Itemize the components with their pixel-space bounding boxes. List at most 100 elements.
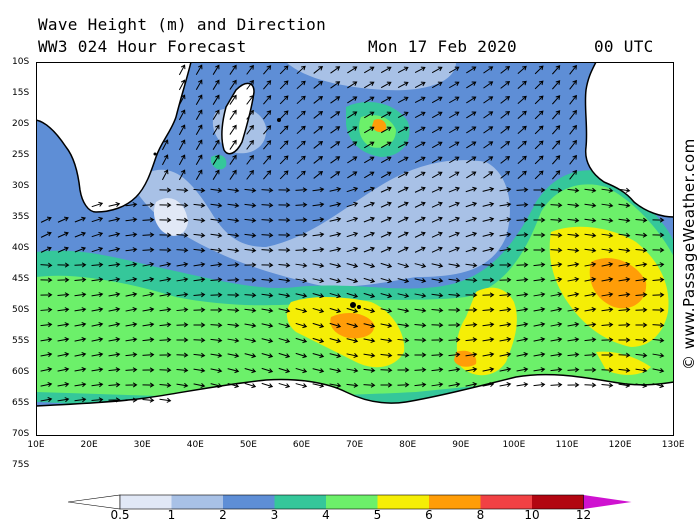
direction-arrow [263,110,272,120]
direction-arrow [516,382,529,388]
direction-arrow [448,322,461,328]
colorbar-segment [120,495,172,509]
direction-arrow [652,247,665,253]
direction-arrow [465,216,478,223]
direction-arrow [500,156,511,164]
direction-arrow [363,323,376,329]
direction-arrow [482,352,495,358]
direction-arrow [176,262,189,268]
direction-arrow [295,293,308,299]
direction-arrow [517,65,527,75]
direction-arrow [397,231,409,238]
direction-arrow [227,262,240,268]
direction-arrow [296,170,306,180]
wave-height-colorbar [68,494,632,510]
direction-arrow [482,382,495,388]
direction-arrow [57,292,70,298]
direction-arrow [330,156,341,164]
direction-arrow [364,81,375,89]
direction-arrow [178,64,186,76]
direction-arrow [618,277,631,283]
direction-arrow [210,232,223,238]
direction-arrow [159,337,172,343]
colorbar-label: 4 [322,508,330,522]
direction-arrow [57,277,70,283]
direction-arrow [601,187,614,193]
direction-arrow [533,367,546,373]
colorbar-segment [326,495,378,509]
direction-arrow [414,216,426,223]
direction-arrow [159,187,172,193]
direction-arrow [142,367,155,373]
direction-arrow [500,96,511,104]
direction-arrow [108,201,121,207]
direction-arrow [517,95,527,105]
direction-arrow [346,263,359,269]
direction-arrow [244,277,257,283]
direction-arrow [227,322,240,328]
direction-arrow [125,307,138,313]
direction-arrow [364,126,375,134]
direction-arrow [312,293,325,299]
direction-arrow [212,169,220,180]
direction-arrow [584,382,597,388]
direction-arrow [108,216,121,222]
direction-arrow [635,292,648,298]
lat-label: 55S [12,336,30,346]
direction-arrow [142,232,155,238]
direction-arrow [278,292,291,298]
direction-arrow [635,352,648,358]
direction-arrow [652,352,665,358]
direction-arrow [295,308,308,314]
direction-arrow [210,383,223,389]
direction-arrow [414,201,426,208]
direction-arrow [40,367,53,373]
direction-arrow [312,217,325,223]
direction-arrow [534,65,544,75]
direction-arrow [635,337,648,343]
direction-arrow [210,292,223,298]
direction-arrow [516,292,529,298]
direction-arrow [347,96,358,104]
direction-arrow [380,66,392,74]
direction-arrow [312,247,325,253]
direction-arrow [635,262,648,268]
direction-arrow [74,397,87,403]
direction-arrow [482,201,495,207]
direction-arrow [567,292,580,298]
colorbar-label: 10 [524,508,540,522]
direction-arrow [176,217,189,223]
direction-arrow [347,141,358,149]
direction-arrow [347,81,358,89]
direction-arrow [229,94,237,105]
direction-arrow [296,95,306,105]
direction-arrow [569,64,577,75]
direction-arrow [229,109,237,120]
colorbar-tail-left [68,494,121,510]
direction-arrow [263,80,272,90]
direction-arrow [448,277,461,283]
direction-arrow [40,277,53,283]
direction-arrow [142,382,155,388]
direction-arrow [499,277,512,283]
lat-label: 45S [12,274,30,284]
map-title: Wave Height (m) and Direction [38,15,327,34]
direction-arrow [431,382,444,388]
direction-arrow [229,79,237,90]
direction-arrow [329,382,342,388]
direction-arrow [635,367,648,373]
direction-arrow [397,382,410,388]
lat-label: 20S [12,119,30,129]
direction-arrow [161,139,169,151]
direction-arrow [364,66,375,74]
direction-arrow [482,337,495,343]
direction-arrow [500,171,511,179]
direction-arrow [227,337,240,343]
direction-arrow [329,307,342,314]
direction-arrow [296,65,306,75]
direction-arrow [330,96,341,104]
direction-arrow [329,186,342,192]
direction-arrow [347,111,358,119]
direction-arrow [193,367,206,373]
direction-arrow [210,322,223,328]
